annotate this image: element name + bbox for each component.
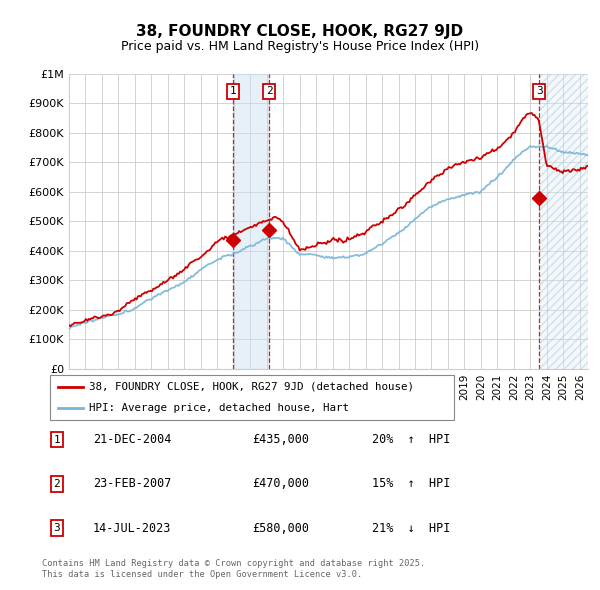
Bar: [539, 74, 588, 369]
Text: £435,000: £435,000: [252, 433, 309, 446]
Text: 2: 2: [53, 479, 61, 489]
Text: £470,000: £470,000: [252, 477, 309, 490]
Text: 14-JUL-2023: 14-JUL-2023: [93, 522, 172, 535]
Bar: [539, 74, 588, 369]
Text: This data is licensed under the Open Government Licence v3.0.: This data is licensed under the Open Gov…: [42, 571, 362, 579]
FancyBboxPatch shape: [50, 375, 454, 421]
Text: 3: 3: [536, 87, 542, 96]
Text: 1: 1: [53, 435, 61, 444]
Text: 15%  ↑  HPI: 15% ↑ HPI: [372, 477, 451, 490]
Text: 23-FEB-2007: 23-FEB-2007: [93, 477, 172, 490]
Text: £580,000: £580,000: [252, 522, 309, 535]
Text: 3: 3: [53, 523, 61, 533]
Text: 20%  ↑  HPI: 20% ↑ HPI: [372, 433, 451, 446]
Text: Contains HM Land Registry data © Crown copyright and database right 2025.: Contains HM Land Registry data © Crown c…: [42, 559, 425, 568]
Bar: [233, 74, 269, 369]
Text: 21%  ↓  HPI: 21% ↓ HPI: [372, 522, 451, 535]
Text: 2: 2: [266, 87, 272, 96]
Text: HPI: Average price, detached house, Hart: HPI: Average price, detached house, Hart: [89, 404, 349, 414]
Text: 21-DEC-2004: 21-DEC-2004: [93, 433, 172, 446]
Text: 1: 1: [230, 87, 236, 96]
Text: 38, FOUNDRY CLOSE, HOOK, RG27 9JD (detached house): 38, FOUNDRY CLOSE, HOOK, RG27 9JD (detac…: [89, 382, 414, 392]
Text: Price paid vs. HM Land Registry's House Price Index (HPI): Price paid vs. HM Land Registry's House …: [121, 40, 479, 53]
Text: 38, FOUNDRY CLOSE, HOOK, RG27 9JD: 38, FOUNDRY CLOSE, HOOK, RG27 9JD: [136, 24, 464, 38]
